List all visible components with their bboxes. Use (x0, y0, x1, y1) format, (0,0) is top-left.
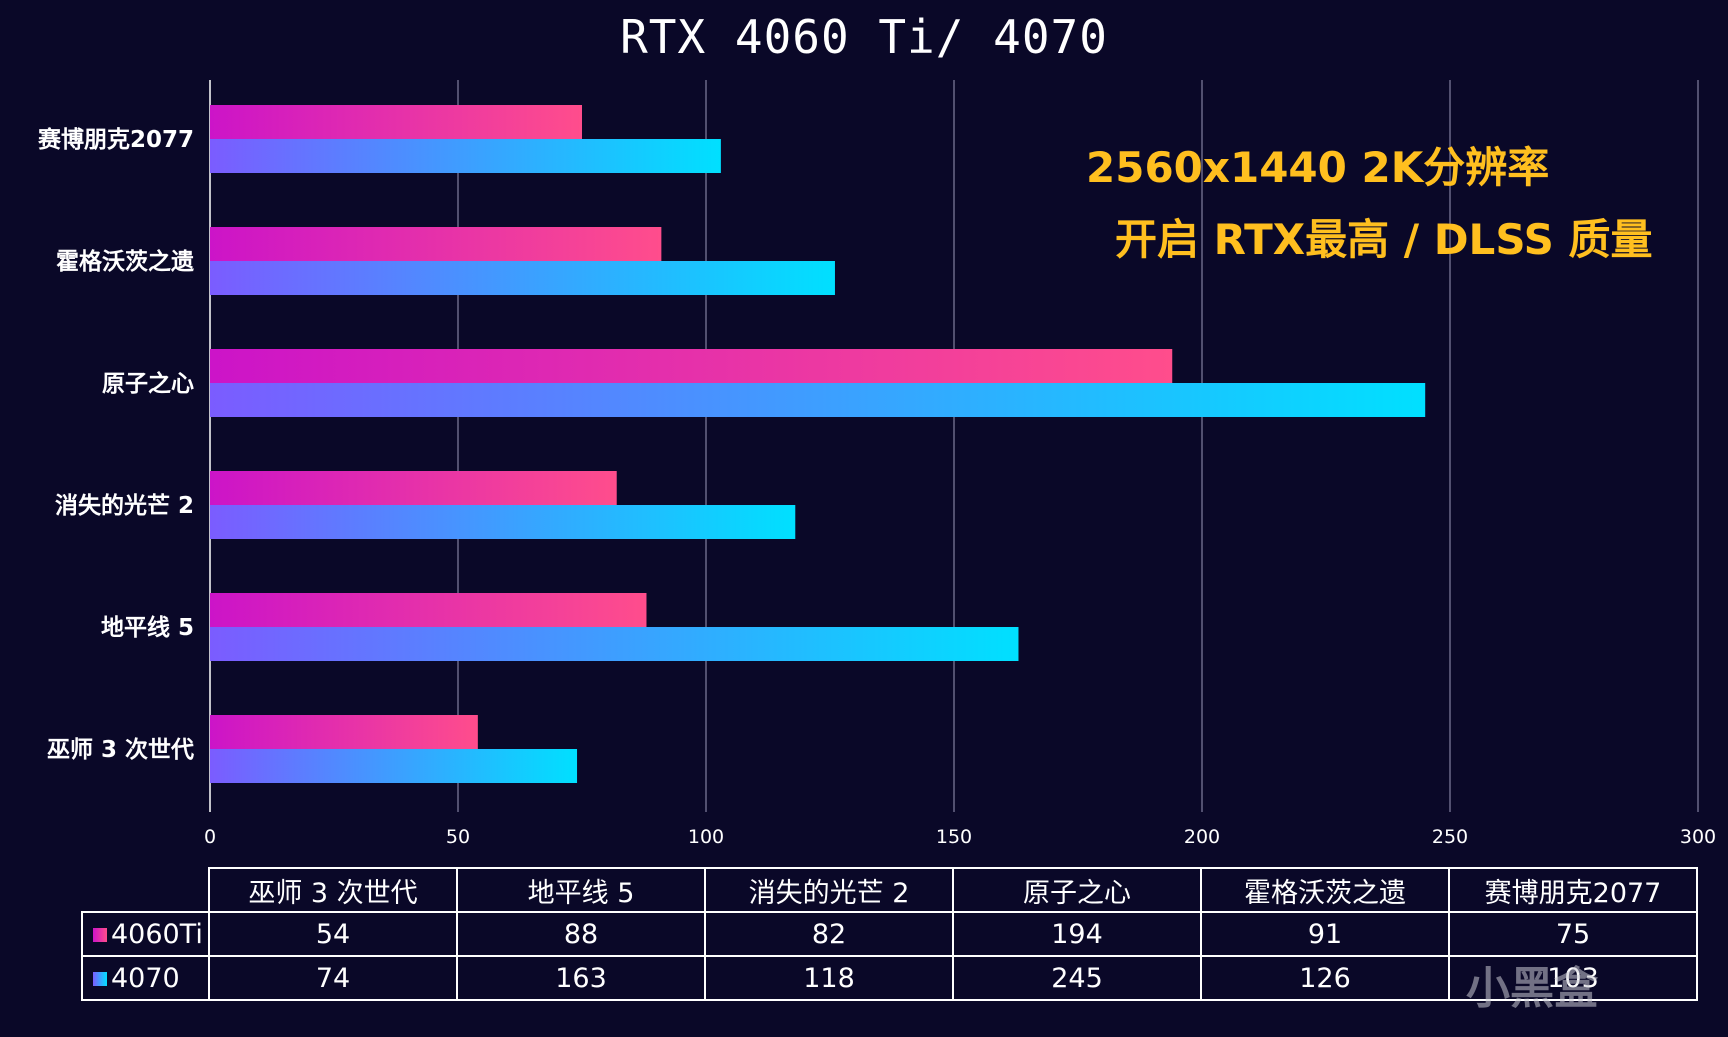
bar-4060Ti (210, 471, 617, 505)
bar-chart: 巫师 3 次世代 地平线 5 消失的光芒 2 原子之心 霍格沃茨之遗 赛博朋克2077 0… (37, 80, 1716, 848)
x-tick-label: 300 (1680, 826, 1716, 848)
bar-4060Ti (210, 593, 647, 627)
table-header-cell: 消失的光芒 2 (704, 867, 954, 913)
bar-4070 (210, 383, 1426, 417)
gridlines (209, 80, 1699, 812)
table-header-cell: 霍格沃茨之遗 (1200, 867, 1450, 913)
bar-4060Ti (210, 227, 662, 261)
table-header-cell: 地平线 5 (456, 867, 706, 913)
category-label: 巫师 3 次世代 (47, 736, 194, 763)
bar-4060Ti (210, 715, 478, 749)
bars (210, 105, 1426, 783)
x-tick-label: 0 (204, 826, 216, 848)
table-cell: 91 (1200, 911, 1450, 957)
table-cell: 54 (208, 911, 458, 957)
annotation-resolution: 2560x1440 2K分辨率 (1086, 143, 1550, 192)
x-tick-label: 250 (1432, 826, 1468, 848)
legend-swatch-4060ti (93, 928, 107, 942)
category-label: 原子之心 (102, 370, 194, 397)
table-header-cell: 巫师 3 次世代 (208, 867, 458, 913)
table-cell: 88 (456, 911, 706, 957)
table-header-cell: 原子之心 (952, 867, 1202, 913)
x-tick-label: 50 (446, 826, 470, 848)
table-cell: 103 (1448, 955, 1698, 1001)
category-labels: 巫师 3 次世代 地平线 5 消失的光芒 2 原子之心 霍格沃茨之遗 赛博朋克2077 (37, 126, 194, 763)
x-tick-label: 100 (688, 826, 724, 848)
data-table: 巫师 3 次世代 地平线 5 消失的光芒 2 原子之心 霍格沃茨之遗 赛博朋克2… (81, 867, 1698, 1001)
table-cell: 194 (952, 911, 1202, 957)
table-header-row: 巫师 3 次世代 地平线 5 消失的光芒 2 原子之心 霍格沃茨之遗 赛博朋克2… (82, 867, 1698, 913)
bar-4070 (210, 627, 1019, 661)
table-cell: 245 (952, 955, 1202, 1001)
table-cell: 82 (704, 911, 954, 957)
bar-4060Ti (210, 349, 1173, 383)
bar-4060Ti (210, 105, 582, 139)
x-tick-label: 150 (936, 826, 972, 848)
table-header-cell: 赛博朋克2077 (1448, 867, 1698, 913)
legend-label: 4070 (111, 962, 180, 994)
bar-4070 (210, 749, 578, 783)
category-label: 消失的光芒 2 (55, 492, 194, 519)
table-cell: 118 (704, 955, 954, 1001)
table-cell: 75 (1448, 911, 1698, 957)
bar-4070 (210, 505, 796, 539)
table-corner (82, 868, 210, 913)
table-cell: 126 (1200, 955, 1450, 1001)
legend-label: 4060Ti (111, 918, 203, 950)
table-row: 4060Ti 54 88 82 194 91 75 (81, 911, 1698, 957)
table-row: 4070 74 163 118 245 126 103 (81, 955, 1698, 1001)
category-label: 赛博朋克2077 (37, 126, 194, 153)
x-tick-labels: 0 50 100 150 200 250 300 (204, 826, 1716, 848)
table-cell: 74 (208, 955, 458, 1001)
annotation-settings: 开启 RTX最高 / DLSS 质量 (1115, 215, 1653, 264)
legend-swatch-4070 (93, 972, 107, 986)
category-label: 地平线 5 (101, 614, 194, 641)
chart-title: RTX 4060 Ti/ 4070 (620, 10, 1108, 64)
legend-4060ti: 4060Ti (81, 911, 210, 957)
legend-4070: 4070 (81, 955, 210, 1001)
watermark-logo: 小黑盒 (1466, 963, 1598, 1014)
x-tick-label: 200 (1184, 826, 1220, 848)
category-label: 霍格沃茨之遗 (56, 248, 194, 275)
table-cell: 163 (456, 955, 706, 1001)
bar-4070 (210, 261, 835, 295)
bar-4070 (210, 139, 721, 173)
